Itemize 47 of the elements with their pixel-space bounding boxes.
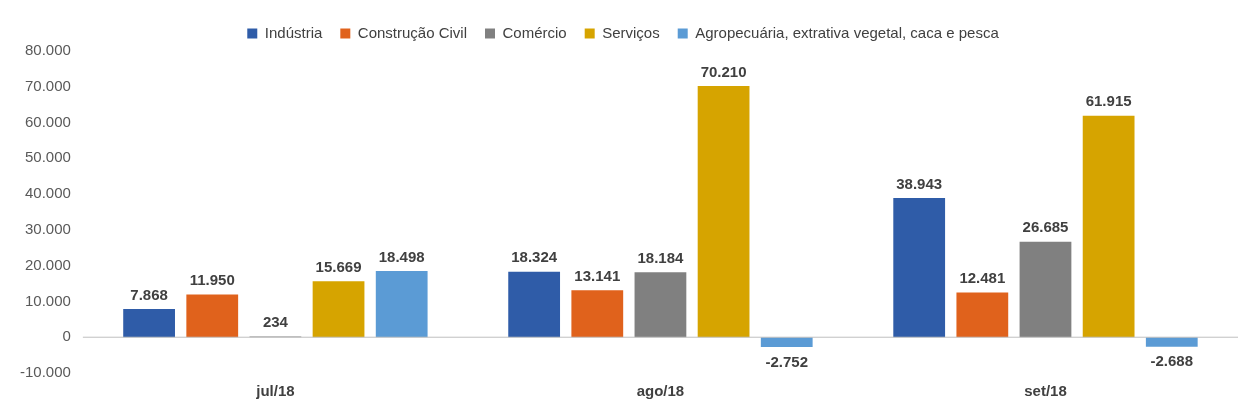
data-label: 18.184 xyxy=(637,248,685,266)
x-tick-label: jul/18 xyxy=(255,382,295,400)
bar xyxy=(123,309,175,338)
y-tick-label: 30.000 xyxy=(24,220,71,238)
bar xyxy=(186,294,239,338)
bar xyxy=(1019,241,1072,338)
y-tick-label: 80.000 xyxy=(24,41,71,59)
data-label: 7.868 xyxy=(130,285,168,303)
y-tick-label: 0 xyxy=(62,327,71,345)
data-label: -2.752 xyxy=(765,352,808,370)
x-tick-label: set/18 xyxy=(1024,382,1067,400)
y-tick-label: 50.000 xyxy=(24,148,71,166)
data-label: 26.685 xyxy=(1022,218,1069,236)
bar xyxy=(697,86,750,338)
data-label: 70.210 xyxy=(700,62,747,80)
data-label: 15.669 xyxy=(315,257,362,275)
bar xyxy=(893,197,946,338)
legend-label: Serviços xyxy=(602,23,660,41)
legend-label: Construção Civil xyxy=(357,23,468,41)
bar xyxy=(1145,337,1198,347)
legend-label: Agropecuária, extrativa vegetal, caca e pesca xyxy=(695,23,1000,41)
data-label: 61.915 xyxy=(1085,92,1132,110)
bar xyxy=(508,271,561,338)
bar xyxy=(956,292,1009,338)
data-label: 13.141 xyxy=(574,266,621,284)
bar xyxy=(375,271,428,338)
legend-label: Comércio xyxy=(502,23,567,41)
data-label: 18.324 xyxy=(511,248,558,266)
data-label: 12.481 xyxy=(959,269,1006,287)
data-label: 18.498 xyxy=(378,247,425,265)
bar xyxy=(1082,115,1135,338)
bar xyxy=(760,337,813,348)
bar xyxy=(312,281,365,338)
y-tick-label: 20.000 xyxy=(24,255,71,273)
data-label: 38.943 xyxy=(896,174,943,192)
y-tick-label: 70.000 xyxy=(24,76,71,94)
legend-label: Indústria xyxy=(264,23,323,41)
y-tick-label: 60.000 xyxy=(24,112,71,130)
data-label: -2.688 xyxy=(1150,352,1194,370)
data-label: 11.950 xyxy=(189,271,235,289)
y-tick-label: -10.000 xyxy=(20,363,71,381)
data-label: 234 xyxy=(262,313,289,331)
bar xyxy=(571,290,624,338)
y-tick-label: 40.000 xyxy=(24,184,71,202)
x-tick-label: ago/18 xyxy=(636,382,685,400)
y-tick-label: 10.000 xyxy=(24,291,71,309)
bar xyxy=(634,272,687,338)
